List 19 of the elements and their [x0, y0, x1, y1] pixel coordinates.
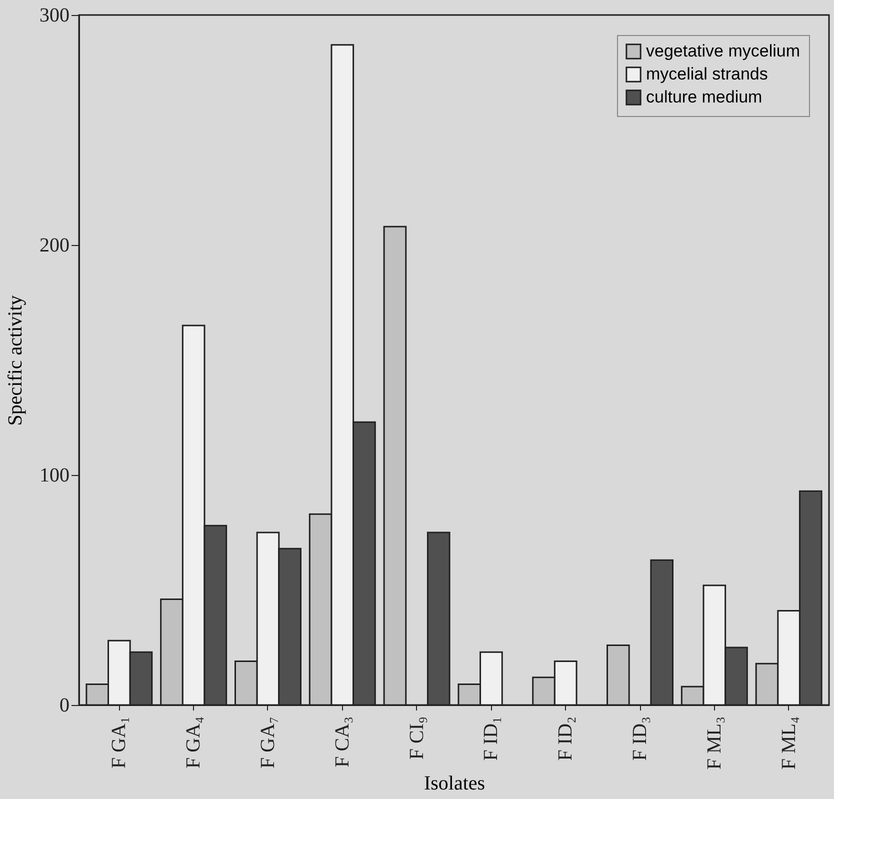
x-tick-label: F ID₂: [554, 716, 577, 761]
x-tick-label: F CI₉: [406, 716, 428, 760]
y-tick-label: 200: [40, 234, 70, 256]
x-tick-label: F GA₁: [108, 716, 130, 768]
x-tick-label: F GA₇: [256, 716, 279, 768]
x-tick-label: F ML₄: [778, 716, 800, 770]
x-tick-label: F ID₃: [629, 716, 652, 761]
y-axis-title: Specific activity: [4, 295, 26, 426]
x-tick-label: F GA₄: [182, 716, 205, 768]
y-tick-label: 300: [40, 4, 70, 26]
x-tick-label: F CA₃: [331, 716, 354, 768]
y-tick-label: 0: [60, 694, 70, 716]
legend-label: mycelial strands: [646, 64, 768, 84]
legend-label: culture medium: [646, 88, 762, 106]
y-tick-label: 100: [40, 464, 70, 486]
legend-label: vegetative mycelium: [646, 42, 800, 60]
x-tick-label: F ML₃: [703, 716, 726, 770]
x-axis-title: Isolates: [424, 772, 486, 795]
x-tick-label: F ID₁: [480, 716, 502, 761]
